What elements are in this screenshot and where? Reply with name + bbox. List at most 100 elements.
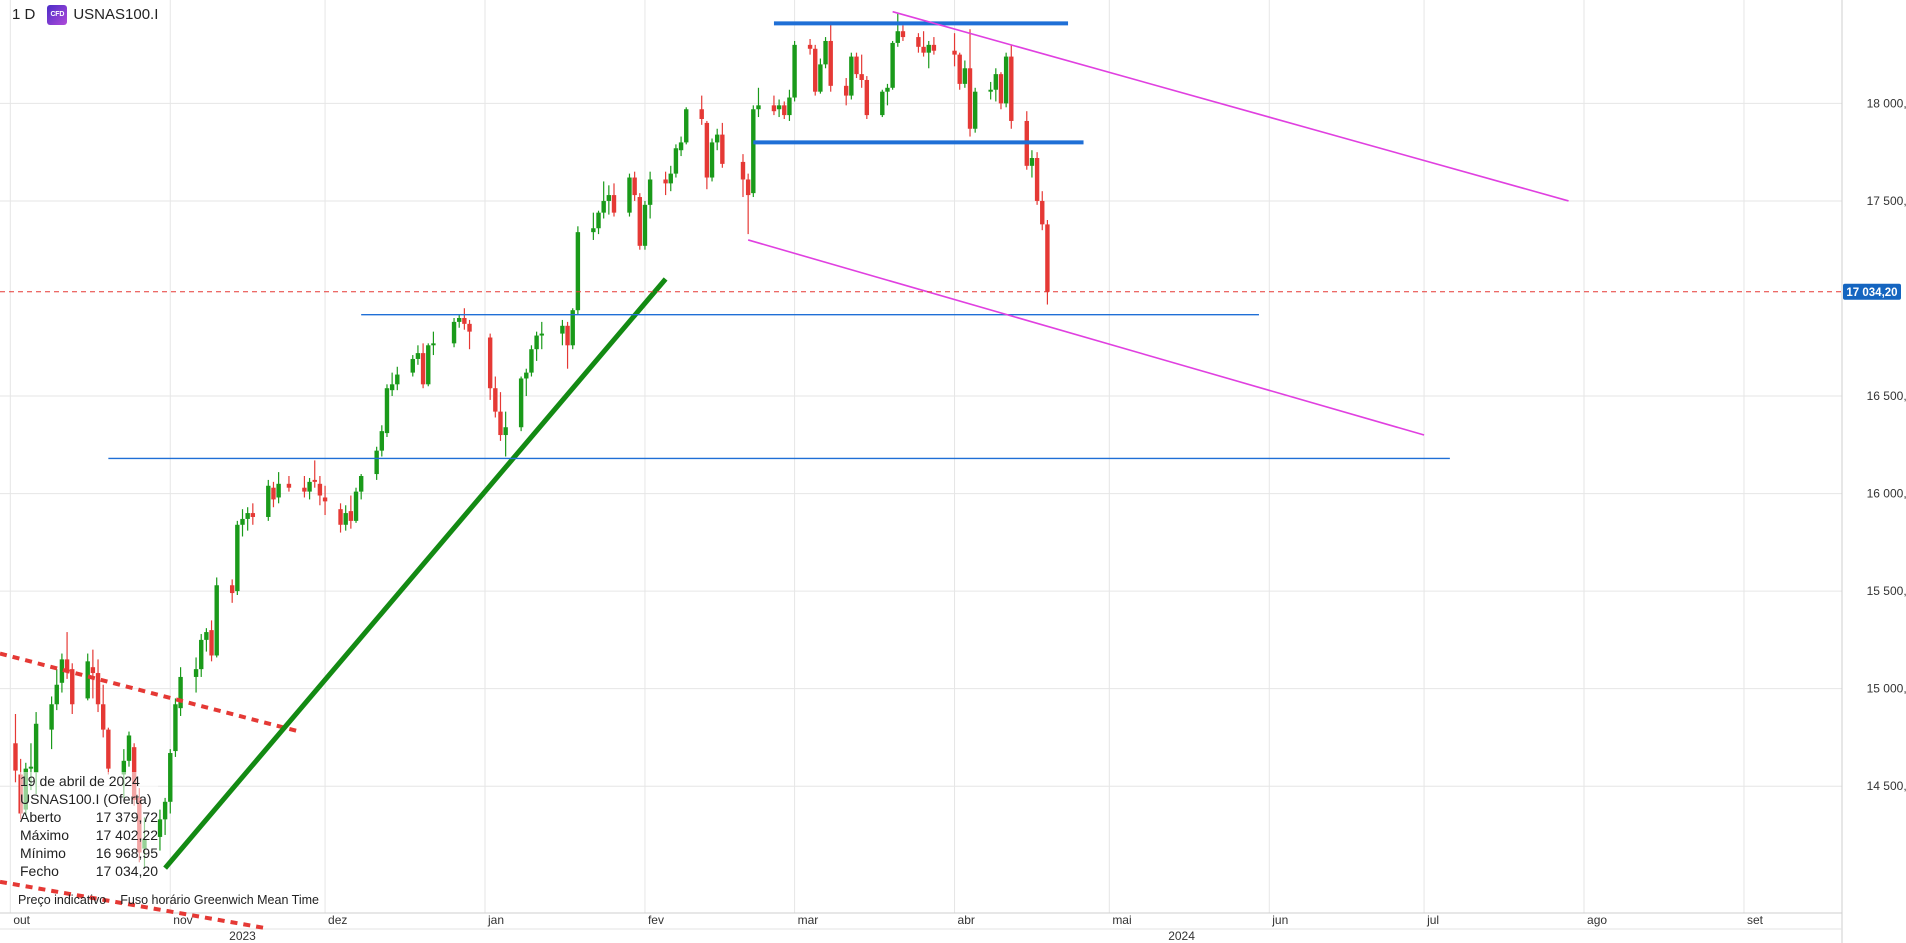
timezone-value[interactable]: Greenwich Mean Time	[193, 893, 319, 907]
candle-body	[807, 44, 813, 49]
candle-body	[235, 524, 240, 592]
candle-body	[529, 349, 534, 373]
candle-body	[199, 639, 204, 670]
candle-body	[751, 109, 756, 194]
candle-body	[967, 68, 973, 129]
x-tick-label: nov	[173, 913, 192, 927]
candle-body	[415, 353, 421, 359]
candle-body	[632, 177, 637, 196]
candle-body	[771, 105, 777, 112]
candle	[250, 503, 256, 525]
candle-body	[204, 632, 209, 640]
candle-body	[266, 485, 271, 517]
candle-body	[451, 321, 457, 344]
x-tick-label: out	[13, 913, 30, 927]
x-tick-label: abr	[958, 913, 975, 927]
candle-body	[740, 161, 746, 180]
candle-body	[704, 122, 710, 178]
candle-body	[962, 68, 968, 84]
candle-body	[307, 481, 312, 492]
candle-body	[498, 411, 503, 436]
candle	[823, 37, 828, 69]
timeframe-selector[interactable]: 1 D	[12, 6, 36, 23]
candle	[1003, 52, 1009, 108]
info-value: 17 379,72	[95, 809, 158, 825]
candle	[704, 120, 710, 190]
candle	[1029, 150, 1035, 178]
candle-body	[745, 179, 751, 196]
candle	[457, 314, 462, 328]
candle	[462, 308, 467, 330]
x-tick-label: ago	[1587, 913, 1607, 927]
candle	[358, 474, 364, 500]
candle	[106, 727, 111, 775]
candle	[168, 749, 173, 814]
candle	[286, 476, 292, 492]
candle	[575, 226, 581, 315]
candle-body	[601, 200, 606, 213]
info-value: 16 968,95	[95, 845, 158, 861]
candle-body	[988, 89, 993, 92]
candle-body	[49, 704, 54, 730]
candle	[49, 696, 54, 750]
candle-body	[467, 323, 472, 332]
candle	[426, 343, 431, 387]
candle-body	[921, 46, 926, 53]
candle	[642, 200, 648, 250]
candle	[807, 39, 813, 55]
candle-body	[782, 105, 787, 116]
candle-body	[518, 378, 524, 428]
candle-body	[668, 173, 673, 184]
candle-body	[286, 483, 292, 488]
candle	[916, 33, 921, 53]
candle	[415, 345, 421, 365]
info-label: Mínimo	[20, 845, 66, 861]
candle-body	[302, 487, 307, 492]
candle	[849, 52, 854, 100]
candle	[353, 487, 359, 523]
price-note: Preço indicativo	[18, 893, 107, 907]
candle	[431, 331, 436, 356]
candle	[518, 376, 524, 432]
x-tick-label: dez	[328, 913, 347, 927]
candle-body	[395, 374, 400, 385]
candle	[178, 667, 183, 716]
candle-body	[1009, 56, 1014, 121]
candle-body	[823, 40, 828, 65]
year-label: 2023	[229, 929, 256, 943]
candle-body	[560, 325, 565, 334]
candle	[1045, 220, 1050, 305]
candle	[487, 333, 493, 400]
candle-body	[322, 497, 328, 502]
candle	[854, 52, 859, 79]
candle	[926, 40, 931, 69]
y-tick-label: 15 500,00	[1867, 584, 1906, 598]
candle-body	[926, 44, 931, 53]
candle-body	[229, 585, 235, 594]
candle	[374, 446, 379, 480]
candle	[756, 87, 761, 118]
candle-body	[121, 760, 127, 775]
candle	[895, 13, 900, 47]
info-label: Fecho	[20, 863, 59, 879]
info-row-close: Fecho 17 034,20	[20, 862, 158, 880]
candle	[524, 368, 529, 397]
candle-body	[565, 325, 570, 346]
y-tick-label: 16 500,00	[1867, 389, 1906, 403]
candle-body	[849, 56, 854, 96]
candle	[13, 714, 18, 783]
candle	[637, 193, 642, 250]
channel-upper-line	[892, 10, 1569, 202]
candle-body	[271, 487, 276, 500]
candle-body	[70, 669, 75, 705]
x-tick-label: set	[1747, 913, 1764, 927]
candle-body	[957, 54, 962, 84]
candle-body	[214, 585, 219, 656]
symbol-label[interactable]: USNAS100.I	[73, 6, 159, 23]
candle-body	[462, 317, 467, 324]
candle-body	[100, 704, 106, 730]
candle	[214, 577, 219, 658]
candle-body	[503, 427, 508, 436]
candle-body	[157, 819, 163, 837]
